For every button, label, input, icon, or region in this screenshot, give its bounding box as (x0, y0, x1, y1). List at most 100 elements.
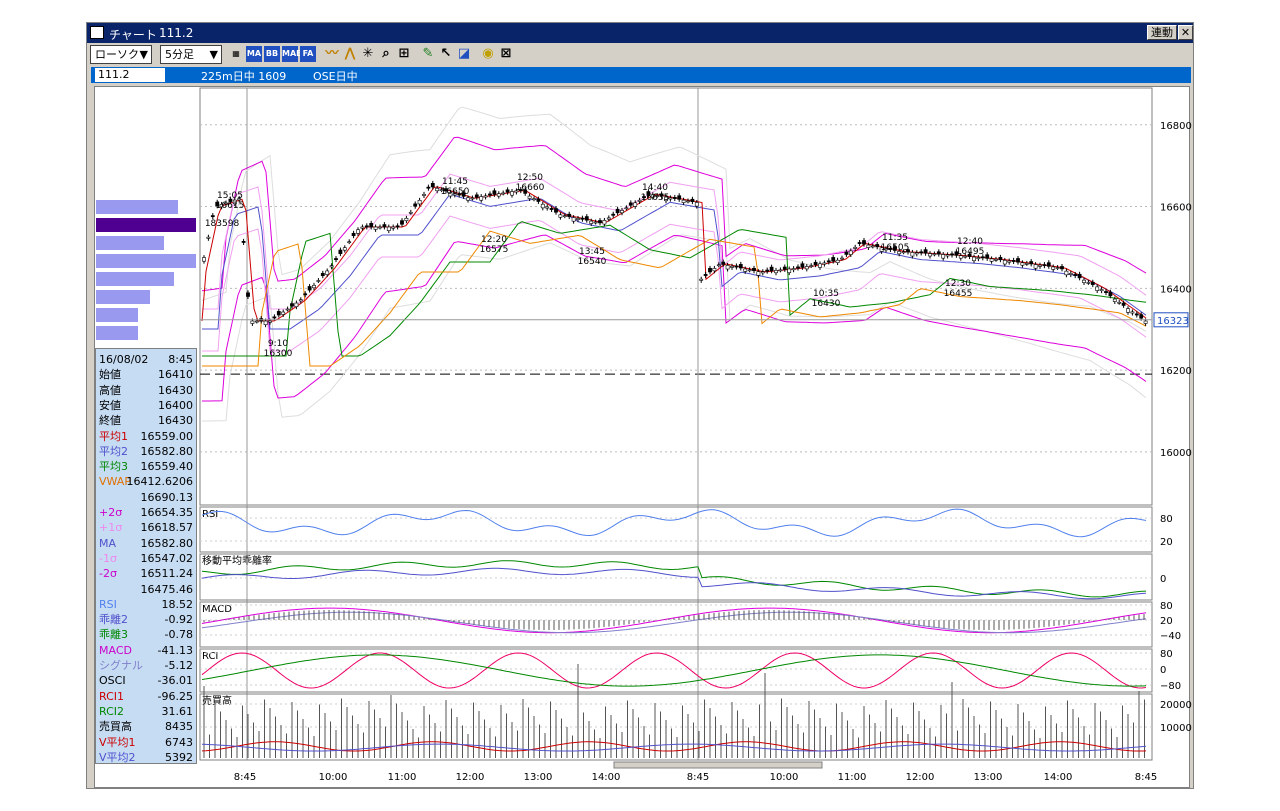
data-row-value: 16430 (158, 383, 193, 397)
data-row-label: 高値 (99, 383, 121, 397)
ma-icon[interactable]: MA (246, 46, 262, 62)
eraser-icon[interactable]: ◪ (457, 46, 471, 61)
scale-icon[interactable]: ⊞ (398, 46, 410, 61)
candle-body (1029, 261, 1034, 265)
line-icon[interactable]: 〰 (325, 46, 339, 61)
candle-body (1095, 286, 1100, 291)
renkan-button[interactable]: 連動 (1147, 25, 1177, 40)
envelope-icon[interactable]: ⋀ (344, 46, 356, 61)
data-row-label: V平均1 (99, 735, 136, 749)
candle-body (734, 265, 739, 268)
candle-body (699, 278, 704, 281)
candle-body (457, 193, 462, 196)
candle-body (1121, 302, 1126, 306)
candle-body (831, 257, 836, 262)
pen-icon[interactable]: ✎ (422, 46, 434, 61)
indicator-tick-label: 80 (1160, 514, 1173, 525)
data-row-label: 乖離3 (99, 628, 128, 642)
candle-body (646, 191, 651, 196)
data-row: V平均2 5392 (96, 750, 196, 765)
time-axis-label: 12:00 (456, 772, 485, 783)
data-row-value: -36.01 (157, 674, 193, 688)
annotation-price: 16635 (641, 193, 670, 203)
candle-body (413, 203, 418, 207)
bb-icon[interactable]: BB (264, 46, 280, 62)
candle-body (1051, 266, 1056, 270)
data-row-label: 平均1 (99, 429, 128, 443)
data-row: V平均1 6743 (96, 735, 196, 750)
candle-body (215, 201, 220, 207)
mae-icon[interactable]: MAE (282, 46, 302, 62)
candle-body (809, 265, 814, 267)
candle-body (910, 252, 915, 257)
candle-body (400, 220, 404, 225)
candle-body (853, 246, 858, 249)
candle-body (417, 199, 422, 205)
data-row-label: 始値 (99, 368, 121, 382)
candle-body (488, 193, 492, 196)
candle-body (316, 280, 321, 282)
candle-body (356, 229, 360, 234)
indicator-tick-label: 10000 (1160, 723, 1192, 734)
candle-body (967, 253, 972, 257)
candle-body (510, 191, 514, 196)
candle-body (474, 194, 479, 198)
data-row-label: 終値 (99, 414, 121, 428)
candle-body (985, 254, 990, 259)
title-bar[interactable]: チャート 111.2 連動 ✕ (87, 23, 1193, 43)
candle-body (835, 259, 840, 263)
chart-app-icon (90, 26, 104, 39)
candle-body (312, 285, 316, 289)
code-field[interactable]: 111.2 (95, 68, 165, 82)
side-label: 183598 (205, 219, 240, 229)
close-button[interactable]: ✕ (1178, 25, 1193, 40)
candle-body (532, 198, 536, 201)
zoom-icon[interactable]: ⌕ (382, 46, 390, 61)
candle-body (1033, 264, 1038, 269)
data-row-value: 16690.13 (140, 490, 194, 504)
candle-body (721, 261, 726, 265)
candle-body (567, 213, 572, 217)
candle-body (760, 271, 765, 274)
candle-body (712, 268, 717, 272)
time-axis-label: 14:00 (1044, 772, 1073, 783)
annotation-time: 9:10 (268, 339, 288, 349)
time-axis-label: 11:00 (388, 772, 417, 783)
candle-body (1046, 262, 1051, 267)
chart-type-select[interactable]: ローソク ▼ (90, 45, 152, 64)
candle-body (254, 320, 259, 323)
candle-body (659, 193, 664, 197)
candle-body (408, 211, 413, 214)
candle-body (606, 217, 611, 220)
search-icon[interactable]: ◉ (482, 46, 494, 61)
clear-icon[interactable]: ⊠ (500, 46, 512, 61)
market-label: OSE日中 (313, 70, 358, 83)
annotation-time: 12:40 (957, 237, 983, 247)
candle-body (562, 215, 567, 218)
candle-body (1099, 289, 1104, 292)
indicator-tick-label: −80 (1160, 681, 1181, 692)
candle-body (778, 269, 783, 272)
candle-body (1024, 263, 1029, 265)
indicator-panel (199, 553, 1153, 601)
cross-icon[interactable]: ✳ (362, 46, 374, 61)
candle-body (664, 196, 668, 202)
chart-settings-icon[interactable]: ▦ (232, 49, 240, 58)
candle-body (813, 261, 818, 265)
fa-icon[interactable]: FA (300, 46, 316, 62)
candle-body (518, 189, 523, 191)
candle-body (602, 220, 607, 225)
candle-body (888, 248, 893, 250)
data-row-label: OSCI (99, 674, 126, 688)
data-row-value: 16582.80 (140, 444, 194, 458)
candle-body (708, 267, 712, 273)
candle-body (554, 208, 558, 213)
candle-body (611, 213, 616, 216)
data-row: OSCI -36.01 (96, 673, 196, 688)
pointer-icon[interactable]: ↖ (440, 46, 452, 61)
interval-select[interactable]: 5分足 ▼ (160, 45, 222, 64)
time-axis-label: 11:00 (838, 772, 867, 783)
indicator-panel-title: MACD (202, 604, 232, 615)
candle-body (540, 203, 545, 209)
